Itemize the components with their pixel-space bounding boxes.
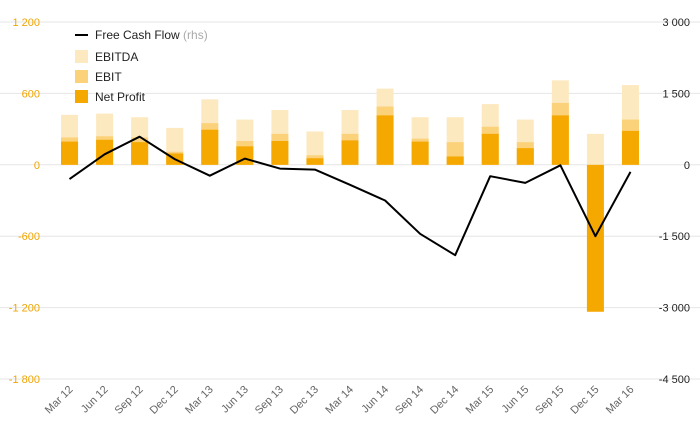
left-tick-label: -600 — [18, 231, 40, 243]
x-tick-label: Mar 14 — [323, 384, 356, 417]
right-tick-label: 0 — [684, 160, 690, 172]
legend-swatch-ebitda — [75, 50, 88, 63]
x-tick-label: Jun 13 — [219, 384, 251, 416]
legend-label-free-cash-flow: Free Cash Flow (rhs) — [95, 28, 208, 42]
net-profit-bar — [61, 141, 79, 165]
x-tick-label: Dec 12 — [148, 384, 181, 417]
x-tick-label: Jun 12 — [79, 384, 111, 416]
net-profit-bar — [621, 130, 639, 165]
left-tick-label: 0 — [34, 160, 40, 172]
x-tick-label: Sep 13 — [253, 384, 286, 417]
net-profit-bar — [551, 115, 569, 165]
x-tick-label: Dec 14 — [428, 384, 461, 417]
x-tick-label: Jun 15 — [500, 384, 532, 416]
x-tick-label: Sep 14 — [393, 384, 426, 417]
free-cash-flow-line — [68, 135, 632, 257]
x-tick-label: Mar 15 — [464, 384, 497, 417]
x-tick-label: Mar 16 — [604, 384, 637, 417]
net-profit-bar — [376, 115, 394, 165]
x-tick-label: Sep 12 — [113, 384, 146, 417]
x-tick-label: Jun 14 — [359, 384, 391, 416]
legend-label-ebitda: EBITDA — [95, 50, 138, 64]
right-tick-label: -3 000 — [659, 303, 690, 315]
left-tick-label: 600 — [22, 88, 40, 100]
net-profit-bar — [516, 148, 534, 165]
left-tick-label: 1 200 — [12, 17, 40, 29]
legend-swatch-ebit — [75, 70, 88, 83]
net-profit-bar — [131, 142, 149, 165]
left-tick-label: -1 200 — [9, 303, 40, 315]
net-profit-bar — [481, 133, 499, 165]
net-profit-bar — [96, 139, 114, 165]
x-tick-label: Dec 13 — [288, 384, 321, 417]
net-profit-bar — [411, 141, 429, 165]
legend-label-net-profit: Net Profit — [95, 90, 146, 104]
left-axis-ticks: 1 200 600 0 -600 -1 200 -1 800 — [9, 17, 40, 386]
x-tick-label: Sep 15 — [533, 384, 566, 417]
legend-swatch-net-profit — [75, 90, 88, 103]
net-profit-bar — [446, 156, 464, 165]
right-axis-ticks: 3 000 1 500 0 -1 500 -3 000 -4 500 — [659, 17, 690, 386]
net-profit-bar — [306, 158, 324, 165]
legend: Free Cash Flow (rhs) EBITDA EBIT Net Profit — [75, 28, 208, 104]
bars — [61, 80, 639, 312]
right-tick-label: -1 500 — [659, 231, 690, 243]
legend-label-ebit: EBIT — [95, 70, 122, 84]
x-tick-label: Mar 13 — [183, 384, 216, 417]
net-profit-bar — [201, 129, 219, 165]
right-tick-label: -4 500 — [659, 374, 690, 386]
x-axis-ticks: Mar 12 Jun 12 Sep 12 Dec 12 Mar 13 Jun 13 Sep … — [43, 384, 637, 417]
x-tick-label: Mar 12 — [43, 384, 76, 417]
right-tick-label: 1 500 — [662, 88, 690, 100]
ebitda-bar — [586, 133, 604, 165]
net-profit-bar — [271, 141, 289, 165]
x-tick-label: Dec 15 — [568, 384, 601, 417]
net-profit-bar — [586, 164, 604, 312]
net-profit-bar — [341, 140, 359, 165]
left-tick-label: -1 800 — [9, 374, 40, 386]
right-tick-label: 3 000 — [662, 17, 690, 29]
